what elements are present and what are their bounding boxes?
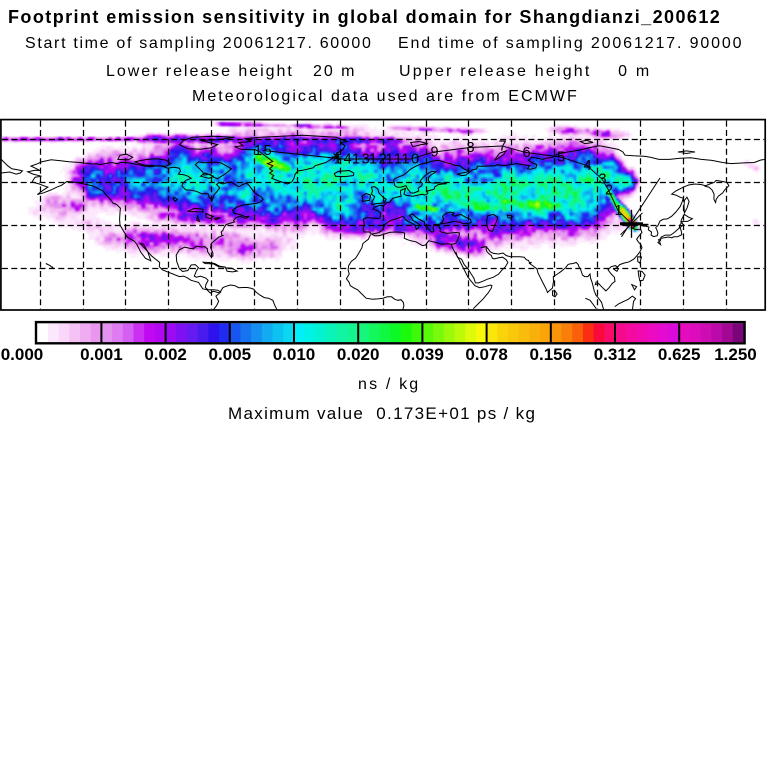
svg-text:0.001: 0.001 xyxy=(80,345,123,364)
svg-text:10: 10 xyxy=(402,152,421,168)
svg-text:9: 9 xyxy=(431,145,441,161)
svg-text:0.039: 0.039 xyxy=(401,345,444,364)
svg-text:0.312: 0.312 xyxy=(594,345,637,364)
svg-text:15: 15 xyxy=(254,143,273,159)
svg-text:0.625: 0.625 xyxy=(658,345,701,364)
svg-text:11: 11 xyxy=(386,152,404,168)
svg-text:0.156: 0.156 xyxy=(530,345,573,364)
svg-text:5: 5 xyxy=(557,150,567,166)
svg-text:1: 1 xyxy=(615,203,625,219)
svg-text:0.078: 0.078 xyxy=(465,345,508,364)
svg-text:0.000: 0.000 xyxy=(1,345,44,364)
svg-text:0.010: 0.010 xyxy=(273,345,316,364)
svg-text:0.002: 0.002 xyxy=(144,345,187,364)
svg-text:0.005: 0.005 xyxy=(209,345,252,364)
svg-text:1.250: 1.250 xyxy=(714,345,757,364)
svg-text:3: 3 xyxy=(599,172,609,188)
svg-text:13: 13 xyxy=(352,152,371,168)
svg-text:6: 6 xyxy=(523,145,533,161)
svg-text:0.020: 0.020 xyxy=(337,345,380,364)
svg-text:7: 7 xyxy=(499,139,509,155)
svg-text:2: 2 xyxy=(605,183,615,199)
svg-text:4: 4 xyxy=(584,158,594,174)
svg-text:12: 12 xyxy=(369,152,388,168)
svg-text:8: 8 xyxy=(467,140,477,156)
